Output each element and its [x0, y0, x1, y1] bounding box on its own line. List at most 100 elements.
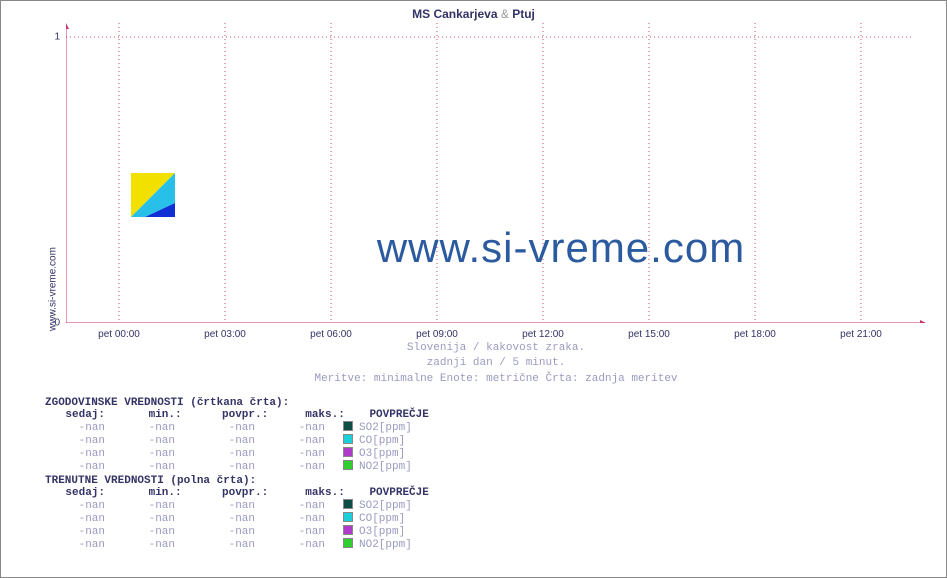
cell-maks: -nan	[255, 539, 325, 551]
col-maks: maks.:	[275, 487, 345, 499]
series-label: O3[ppm]	[359, 448, 405, 460]
cell-sedaj: -nan	[45, 422, 105, 434]
table-row: -nan-nan-nan-nanO3[ppm]	[45, 525, 471, 538]
xtick-3: pet 09:00	[416, 329, 458, 340]
series-label: NO2[ppm]	[359, 461, 412, 473]
xtick-6: pet 18:00	[734, 329, 776, 340]
col-avg: POVPREČJE	[351, 409, 471, 421]
cell-sedaj: -nan	[45, 526, 105, 538]
cell-maks: -nan	[255, 461, 325, 473]
plot-svg	[66, 23, 926, 323]
xtick-7: pet 21:00	[840, 329, 882, 340]
meta-line-2: zadnji dan / 5 minut.	[66, 356, 926, 371]
ytick-1: 1	[54, 32, 60, 43]
cell-min: -nan	[105, 461, 175, 473]
cell-povpr: -nan	[175, 422, 255, 434]
x-axis-arrow-icon	[920, 320, 926, 323]
cell-min: -nan	[105, 539, 175, 551]
cell-maks: -nan	[255, 500, 325, 512]
cell-sedaj: -nan	[45, 500, 105, 512]
col-sedaj: sedaj:	[45, 409, 105, 421]
cell-min: -nan	[105, 526, 175, 538]
cell-sedaj: -nan	[45, 539, 105, 551]
chart-title-a: MS Cankarjeva	[412, 7, 497, 21]
cell-avg: CO[ppm]	[325, 512, 445, 525]
col-sedaj: sedaj:	[45, 487, 105, 499]
xtick-5: pet 15:00	[628, 329, 670, 340]
cell-avg: NO2[ppm]	[325, 538, 445, 551]
xtick-1: pet 03:00	[204, 329, 246, 340]
cell-avg: O3[ppm]	[325, 447, 445, 460]
series-label: SO2[ppm]	[359, 422, 412, 434]
meta-line-1: Slovenija / kakovost zraka.	[66, 341, 926, 356]
series-label: SO2[ppm]	[359, 500, 412, 512]
xtick-4: pet 12:00	[522, 329, 564, 340]
series-swatch-icon	[343, 499, 353, 509]
col-maks: maks.:	[275, 409, 345, 421]
cell-maks: -nan	[255, 422, 325, 434]
cell-min: -nan	[105, 435, 175, 447]
cell-min: -nan	[105, 500, 175, 512]
cell-avg: SO2[ppm]	[325, 421, 445, 434]
series-label: O3[ppm]	[359, 526, 405, 538]
series-swatch-icon	[343, 421, 353, 431]
series-swatch-icon	[343, 525, 353, 535]
series-label: CO[ppm]	[359, 435, 405, 447]
table-row: -nan-nan-nan-nanNO2[ppm]	[45, 538, 471, 551]
hist-title: ZGODOVINSKE VREDNOSTI (črtkana črta):	[45, 397, 471, 409]
cell-avg: SO2[ppm]	[325, 499, 445, 512]
cell-sedaj: -nan	[45, 435, 105, 447]
cell-povpr: -nan	[175, 513, 255, 525]
cell-sedaj: -nan	[45, 448, 105, 460]
meta-line-3: Meritve: minimalne Enote: metrične Črta:…	[66, 372, 926, 387]
series-swatch-icon	[343, 512, 353, 522]
cell-maks: -nan	[255, 526, 325, 538]
cell-povpr: -nan	[175, 526, 255, 538]
chart-title-b: Ptuj	[512, 7, 535, 21]
col-min: min.:	[112, 487, 182, 499]
cell-maks: -nan	[255, 448, 325, 460]
col-avg: POVPREČJE	[351, 487, 471, 499]
col-min: min.:	[112, 409, 182, 421]
col-povpr: povpr.:	[188, 487, 268, 499]
curr-header: sedaj: min.: povpr.: maks.: POVPREČJE	[45, 487, 471, 499]
table-row: -nan-nan-nan-nanSO2[ppm]	[45, 499, 471, 512]
table-row: -nan-nan-nan-nanSO2[ppm]	[45, 421, 471, 434]
cell-povpr: -nan	[175, 435, 255, 447]
data-tables: ZGODOVINSKE VREDNOSTI (črtkana črta): se…	[45, 397, 471, 551]
cell-povpr: -nan	[175, 448, 255, 460]
cell-povpr: -nan	[175, 539, 255, 551]
cell-min: -nan	[105, 422, 175, 434]
series-swatch-icon	[343, 460, 353, 470]
plot-area: 0 1 pet 00:00 pet 03:00 pet 06:00 pet 09…	[66, 23, 926, 323]
col-povpr: povpr.:	[188, 409, 268, 421]
series-swatch-icon	[343, 447, 353, 457]
table-row: -nan-nan-nan-nanO3[ppm]	[45, 447, 471, 460]
cell-sedaj: -nan	[45, 461, 105, 473]
cell-maks: -nan	[255, 513, 325, 525]
ytick-0: 0	[54, 318, 60, 329]
cell-avg: CO[ppm]	[325, 434, 445, 447]
series-swatch-icon	[343, 434, 353, 444]
cell-povpr: -nan	[175, 500, 255, 512]
table-row: -nan-nan-nan-nanCO[ppm]	[45, 434, 471, 447]
hist-header: sedaj: min.: povpr.: maks.: POVPREČJE	[45, 409, 471, 421]
y-axis-arrow-icon	[66, 23, 69, 29]
cell-maks: -nan	[255, 435, 325, 447]
chart-title-amp: &	[501, 7, 509, 21]
chart-title: MS Cankarjeva & Ptuj	[412, 7, 535, 21]
cell-min: -nan	[105, 448, 175, 460]
chart-meta: Slovenija / kakovost zraka. zadnji dan /…	[66, 341, 926, 387]
curr-title: TRENUTNE VREDNOSTI (polna črta):	[45, 475, 471, 487]
cell-avg: NO2[ppm]	[325, 460, 445, 473]
table-row: -nan-nan-nan-nanCO[ppm]	[45, 512, 471, 525]
xtick-0: pet 00:00	[98, 329, 140, 340]
series-swatch-icon	[343, 538, 353, 548]
series-label: NO2[ppm]	[359, 539, 412, 551]
cell-avg: O3[ppm]	[325, 525, 445, 538]
series-label: CO[ppm]	[359, 513, 405, 525]
cell-min: -nan	[105, 513, 175, 525]
table-row: -nan-nan-nan-nanNO2[ppm]	[45, 460, 471, 473]
cell-sedaj: -nan	[45, 513, 105, 525]
cell-povpr: -nan	[175, 461, 255, 473]
